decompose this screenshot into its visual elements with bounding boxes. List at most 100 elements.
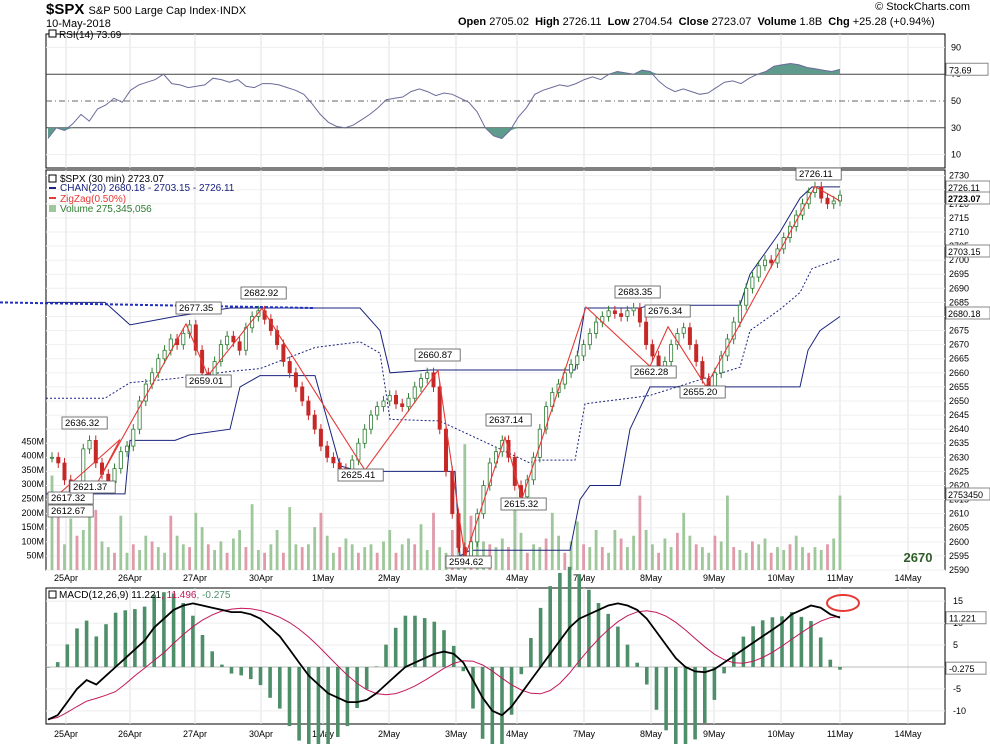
macd-histogram-bar <box>65 644 70 667</box>
volume-bar <box>532 544 535 570</box>
volume-bar <box>688 535 692 570</box>
volume-tick: 250M <box>21 494 44 504</box>
volume-bar <box>125 552 129 570</box>
price-tick: 2665 <box>949 354 969 364</box>
volume-bar <box>131 544 135 570</box>
candle-body <box>125 445 130 453</box>
macd-histogram-bar <box>480 667 485 739</box>
volume-bar <box>438 547 442 570</box>
volume-bar <box>494 547 498 570</box>
macd-histogram-bar <box>249 667 253 680</box>
pivot-label: 2625.41 <box>341 470 375 481</box>
macd-histogram-bar <box>751 626 755 667</box>
volume-bar <box>582 544 585 570</box>
volume-bar <box>594 530 598 570</box>
volume-bar <box>288 507 292 570</box>
candle-body <box>243 327 248 351</box>
macd-histogram-bar <box>239 667 243 676</box>
x-label-bottom-9: 8May <box>640 729 663 739</box>
volume-bar <box>819 550 823 570</box>
candle-body <box>425 372 430 379</box>
price-tick: 2715 <box>949 213 969 223</box>
candle-body <box>118 451 123 470</box>
price-tick: 2605 <box>949 523 969 533</box>
volume-legend-swatch <box>49 205 56 212</box>
macd-histogram-bar <box>152 594 156 667</box>
macd-histogram-bar <box>200 635 205 667</box>
volume-bar <box>719 541 723 570</box>
pivot-label-box <box>414 348 461 362</box>
candle-body <box>750 276 755 289</box>
macd-histogram-bar <box>123 610 128 667</box>
macd-histogram-bar <box>654 667 659 710</box>
price-tick: 2635 <box>949 438 969 448</box>
symbol-title: $SPX S&P 500 Large Cap Index·INDX <box>46 1 247 18</box>
price-tick: 2640 <box>949 424 969 434</box>
volume-bar <box>200 527 204 570</box>
volume-bar <box>450 530 454 570</box>
site-credit[interactable]: © StockCharts.com <box>875 1 970 13</box>
candle-body <box>50 456 55 459</box>
rsi-overbought-fill <box>48 63 840 75</box>
candle-body <box>87 439 92 450</box>
volume-bar <box>313 527 317 570</box>
volume-bar <box>394 552 398 570</box>
x-label-13: 14May <box>894 573 922 583</box>
macd-histogram-bar <box>461 667 466 672</box>
volume-bar <box>163 552 166 570</box>
volume-tick: 300M <box>21 479 44 489</box>
volume-bar <box>513 509 517 570</box>
volume-bar <box>150 541 154 570</box>
x-label-bottom-7: 4May <box>506 729 529 739</box>
macd-histogram-bar <box>46 667 50 668</box>
candle-body <box>218 344 223 362</box>
x-label-10: 9May <box>703 573 726 583</box>
volume-bar <box>269 544 273 570</box>
volume-bar <box>475 527 479 570</box>
macd-histogram-bar <box>336 667 340 737</box>
pivot-label-box <box>614 285 661 299</box>
macd-tick: -10 <box>953 706 966 716</box>
rsi-tick: 30 <box>951 123 961 133</box>
candle-body <box>656 355 661 368</box>
volume-bar <box>832 538 836 570</box>
pivot-label: 2676.34 <box>648 306 682 317</box>
candle-body <box>644 321 649 346</box>
price-tick: 2600 <box>949 537 969 547</box>
volume-bar <box>538 547 542 570</box>
volume-bar <box>682 512 686 570</box>
candle-body <box>306 400 311 416</box>
price-tick: 2690 <box>949 283 969 293</box>
price-tick: 2610 <box>949 509 969 519</box>
volume-bar <box>275 530 279 570</box>
macd-right-label: -0.275 <box>949 664 975 674</box>
candle-body <box>375 406 380 416</box>
macd-histogram-bar <box>741 636 746 667</box>
x-label-6: 3May <box>445 573 468 583</box>
macd-right-label: 11.221 <box>949 614 976 624</box>
candle-body <box>719 355 724 374</box>
crossover-circle <box>826 594 860 612</box>
pivot-label-box <box>644 304 691 318</box>
candle-body <box>475 513 480 543</box>
x-label-2: 27Apr <box>183 573 207 583</box>
volume-bar <box>169 515 173 570</box>
candle-body <box>181 332 186 346</box>
macd-histogram-bar <box>645 667 649 685</box>
price-tick: 2650 <box>949 396 969 406</box>
volume-bar <box>419 524 423 570</box>
candle-body <box>300 386 305 402</box>
pivot-label: 2662.28 <box>634 367 668 378</box>
pivot-label-box <box>500 497 547 511</box>
volume-bar <box>338 547 342 570</box>
pivot-label-box <box>240 286 287 300</box>
volume-tick: 50M <box>26 551 44 561</box>
macd-histogram-bar <box>171 593 176 667</box>
macd-histogram-bar <box>722 667 726 674</box>
macd-histogram-bar <box>780 616 784 667</box>
macd-histogram-bar <box>355 667 359 708</box>
channel-middle <box>46 258 841 464</box>
macd-histogram-bar <box>587 589 591 667</box>
candle-body <box>287 361 292 374</box>
